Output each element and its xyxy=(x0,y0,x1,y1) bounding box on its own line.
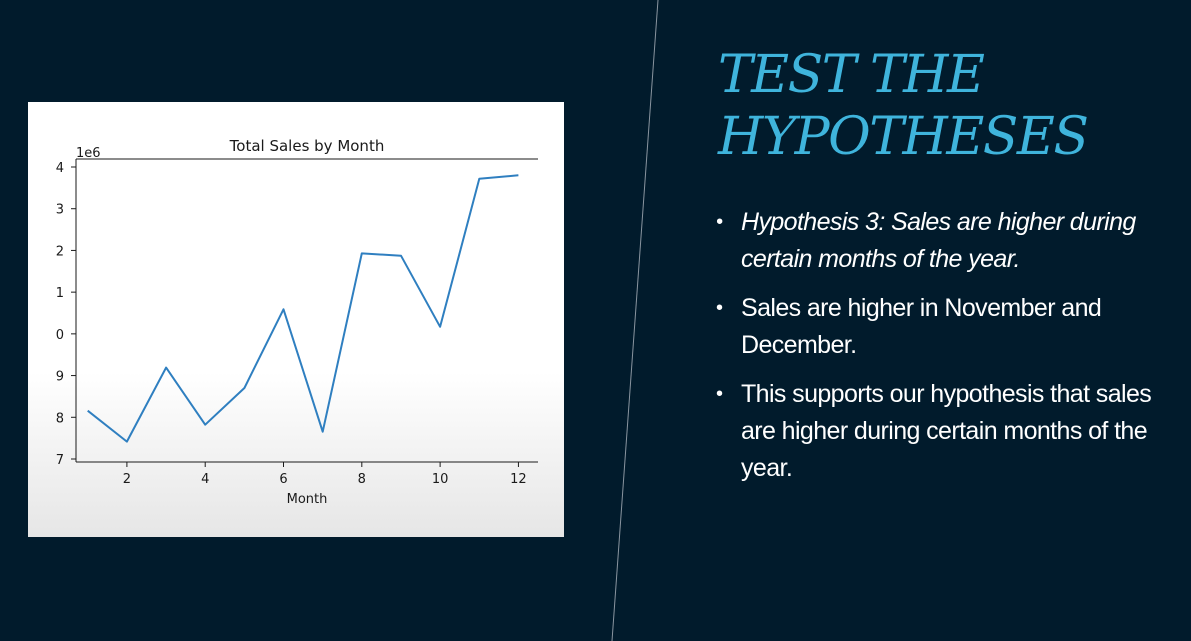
bullet-text: This supports our hypothesis that sales … xyxy=(741,380,1152,482)
x-tick-label: 10 xyxy=(432,472,449,487)
x-axis-label: Month xyxy=(287,492,328,507)
y-tick-label: 0 xyxy=(56,328,64,343)
y-tick-label: 1 xyxy=(56,286,64,301)
series-line-total-sales xyxy=(87,174,519,443)
bullet-text: Sales are higher in November and Decembe… xyxy=(741,294,1102,359)
chart-panel: Total Sales by Month 1e6 Month 2 4 6 8 10 12 7… xyxy=(28,102,564,537)
slide-title-line-1: TEST THE xyxy=(718,45,985,105)
x-tick-label: 6 xyxy=(279,472,287,487)
bullet-item-hypothesis: • Hypothesis 3: Sales are higher during … xyxy=(714,204,1154,278)
slide-title-line-2: HYPOTHESES xyxy=(718,107,1089,167)
x-tick-label: 2 xyxy=(123,472,131,487)
y-tick-label: 4 xyxy=(56,161,64,176)
bullet-item-conclusion: • This supports our hypothesis that sale… xyxy=(714,376,1154,487)
chart-axes xyxy=(75,158,538,463)
y-tick-label: 9 xyxy=(56,370,64,385)
x-tick-label: 4 xyxy=(201,472,209,487)
y-tick-label: 7 xyxy=(56,453,64,468)
y-tick-label: 2 xyxy=(56,244,64,259)
bullet-item-finding: • Sales are higher in November and Decem… xyxy=(714,290,1154,364)
bullet-marker: • xyxy=(716,211,723,233)
axis-offset-label: 1e6 xyxy=(76,146,101,161)
sales-line-chart: Total Sales by Month 1e6 Month 2 4 6 8 10 127… xyxy=(56,137,538,507)
y-tick-label: 3 xyxy=(56,203,64,218)
bullet-marker: • xyxy=(716,383,723,405)
bullet-text: Hypothesis 3: Sales are higher during ce… xyxy=(741,208,1136,273)
y-tick-label: 8 xyxy=(56,411,64,426)
slide-title: TEST THE HYPOTHESES xyxy=(718,44,1178,168)
bullet-marker: • xyxy=(716,297,723,319)
bullet-list: • Hypothesis 3: Sales are higher during … xyxy=(714,204,1154,499)
chart-title: Total Sales by Month xyxy=(229,137,385,155)
x-tick-label: 12 xyxy=(510,472,527,487)
x-tick-label: 8 xyxy=(358,472,366,487)
